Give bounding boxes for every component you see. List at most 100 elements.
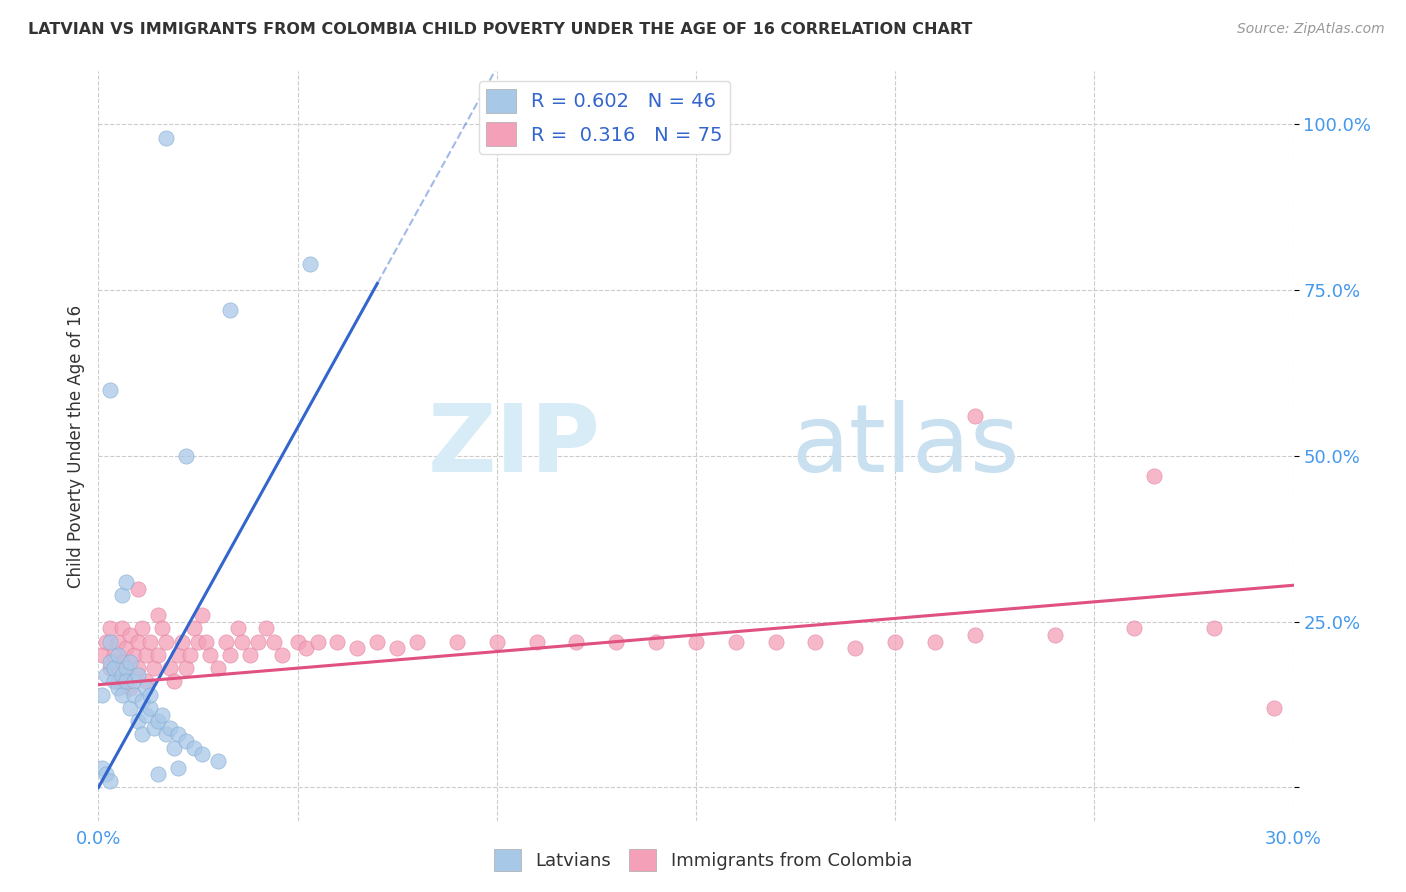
Point xyxy=(155,634,177,648)
Point xyxy=(107,634,129,648)
Point xyxy=(924,634,946,648)
Point xyxy=(111,655,134,669)
Point xyxy=(215,634,238,648)
Point xyxy=(167,727,190,741)
Point xyxy=(191,747,214,762)
Point xyxy=(124,688,146,702)
Point xyxy=(115,641,138,656)
Point xyxy=(163,674,186,689)
Point xyxy=(131,727,153,741)
Point xyxy=(103,674,125,689)
Point xyxy=(270,648,292,662)
Point xyxy=(346,641,368,656)
Point xyxy=(135,648,157,662)
Legend: R = 0.602   N = 46, R =  0.316   N = 75: R = 0.602 N = 46, R = 0.316 N = 75 xyxy=(478,81,730,153)
Point xyxy=(326,634,349,648)
Point xyxy=(226,621,249,635)
Point xyxy=(120,681,142,695)
Point xyxy=(195,634,218,648)
Text: Source: ZipAtlas.com: Source: ZipAtlas.com xyxy=(1237,22,1385,37)
Point xyxy=(1123,621,1146,635)
Point xyxy=(187,634,209,648)
Point xyxy=(120,655,142,669)
Point xyxy=(111,688,134,702)
Point xyxy=(96,767,118,781)
Point xyxy=(385,641,409,656)
Point xyxy=(107,681,129,695)
Point xyxy=(565,634,588,648)
Point xyxy=(263,634,285,648)
Point xyxy=(159,661,181,675)
Point xyxy=(98,621,122,635)
Point xyxy=(131,621,153,635)
Point xyxy=(294,641,316,656)
Point xyxy=(167,648,190,662)
Point xyxy=(191,608,214,623)
Point xyxy=(148,608,170,623)
Point xyxy=(150,707,173,722)
Text: ZIP: ZIP xyxy=(427,400,600,492)
Point xyxy=(148,648,170,662)
Point xyxy=(127,667,149,681)
Point xyxy=(1043,628,1066,642)
Point xyxy=(115,667,138,681)
Point xyxy=(135,681,157,695)
Point xyxy=(198,648,221,662)
Point xyxy=(107,648,129,662)
Point xyxy=(148,714,170,728)
Point xyxy=(685,634,707,648)
Point xyxy=(139,701,162,715)
Point xyxy=(724,634,747,648)
Point xyxy=(98,773,122,788)
Point xyxy=(645,634,668,648)
Point xyxy=(219,303,242,318)
Point xyxy=(115,574,138,589)
Legend: Latvians, Immigrants from Colombia: Latvians, Immigrants from Colombia xyxy=(486,842,920,879)
Point xyxy=(131,694,153,708)
Point xyxy=(963,409,986,424)
Point xyxy=(143,721,166,735)
Point xyxy=(115,661,138,675)
Point xyxy=(150,621,173,635)
Point xyxy=(174,661,197,675)
Point xyxy=(159,721,181,735)
Point xyxy=(207,754,229,768)
Point xyxy=(231,634,253,648)
Point xyxy=(526,634,548,648)
Point xyxy=(804,634,827,648)
Point xyxy=(605,634,627,648)
Point xyxy=(135,707,157,722)
Point xyxy=(124,648,146,662)
Point xyxy=(103,648,125,662)
Point xyxy=(139,634,162,648)
Point xyxy=(366,634,388,648)
Point xyxy=(155,727,177,741)
Text: atlas: atlas xyxy=(792,400,1019,492)
Point xyxy=(155,130,177,145)
Point xyxy=(98,634,122,648)
Point xyxy=(219,648,242,662)
Point xyxy=(239,648,262,662)
Point xyxy=(963,628,986,642)
Point xyxy=(127,714,149,728)
Point xyxy=(143,661,166,675)
Point xyxy=(167,761,190,775)
Point xyxy=(127,661,149,675)
Point xyxy=(307,634,329,648)
Point xyxy=(120,701,142,715)
Point xyxy=(172,634,194,648)
Point xyxy=(127,582,149,596)
Point xyxy=(91,688,114,702)
Point xyxy=(98,661,122,675)
Point xyxy=(207,661,229,675)
Point xyxy=(179,648,201,662)
Point xyxy=(1202,621,1225,635)
Point xyxy=(406,634,429,648)
Point xyxy=(98,383,122,397)
Point xyxy=(298,257,321,271)
Point xyxy=(183,621,205,635)
Point xyxy=(254,621,277,635)
Point xyxy=(127,634,149,648)
Point xyxy=(163,740,186,755)
Point xyxy=(96,667,118,681)
